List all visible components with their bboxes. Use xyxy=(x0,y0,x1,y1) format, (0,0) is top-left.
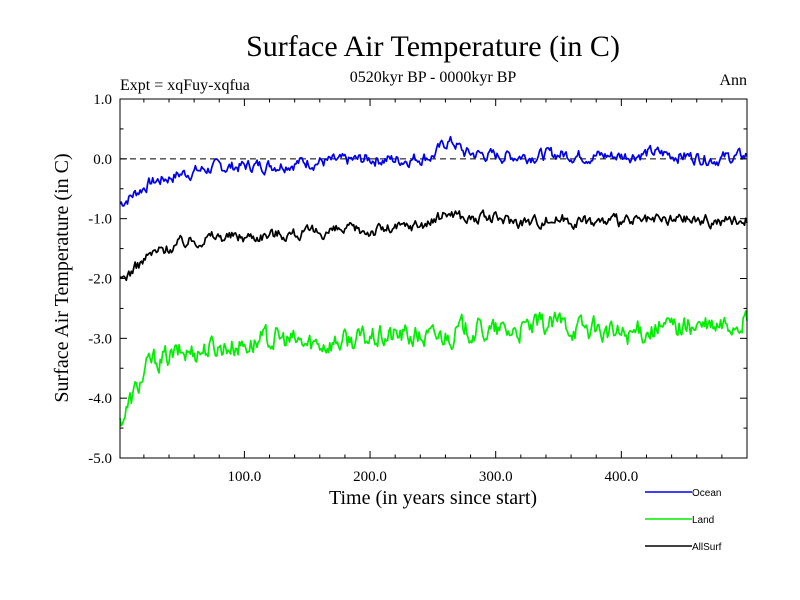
legend: Ocean Land AllSurf xyxy=(645,488,722,553)
x-tick-label: 200.0 xyxy=(353,469,387,485)
chart-title: Surface Air Temperature (in C) xyxy=(246,30,620,63)
y-tick-label: -4.0 xyxy=(88,391,112,407)
chart-subtitle: 0520kyr BP - 0000kyr BP xyxy=(350,69,517,86)
series-line-land xyxy=(119,310,748,427)
y-tick-label: -3.0 xyxy=(88,331,112,347)
x-tick-label: 100.0 xyxy=(228,469,262,485)
x-axis-label: Time (in years since start) xyxy=(329,487,537,509)
y-tick-label: 0.0 xyxy=(93,152,112,168)
x-tick-label: 300.0 xyxy=(479,469,513,485)
legend-label-ocean: Ocean xyxy=(692,488,721,499)
x-tick-label: 400.0 xyxy=(604,469,638,485)
experiment-label: Expt = xqFuy-xqfua xyxy=(120,77,250,94)
y-tick-label: -1.0 xyxy=(88,212,112,228)
series-line-ocean xyxy=(119,135,748,207)
legend-label-land: Land xyxy=(692,515,714,526)
y-tick-label: -2.0 xyxy=(88,272,112,288)
y-tick-label: 1.0 xyxy=(93,92,112,108)
series-line-allsurf xyxy=(119,209,748,282)
legend-label-allsurf: AllSurf xyxy=(692,542,722,553)
y-tick-label: -5.0 xyxy=(88,451,112,467)
season-label: Ann xyxy=(719,72,747,89)
y-axis-label: Surface Air Temperature (in C) xyxy=(51,153,73,402)
